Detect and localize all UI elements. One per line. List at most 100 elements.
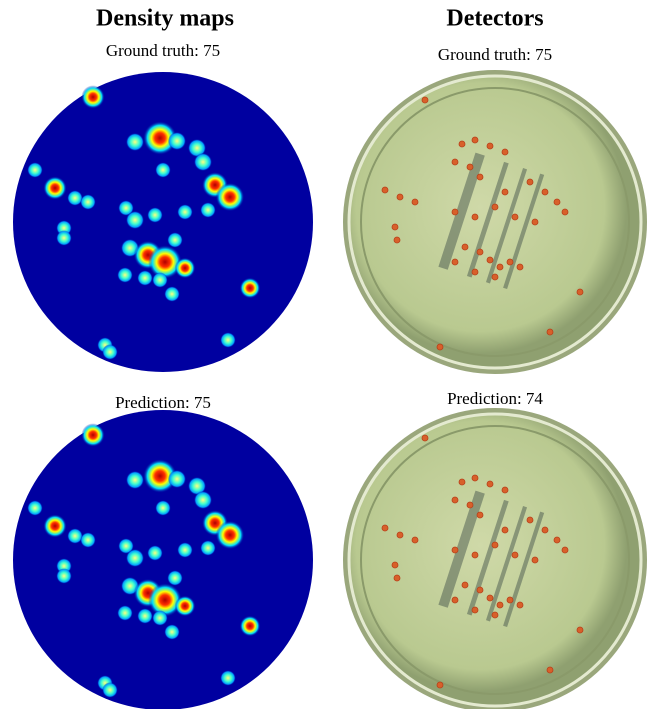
- colony: [507, 597, 513, 603]
- density-blob: [200, 540, 216, 556]
- density-blob: [152, 272, 168, 288]
- colony: [487, 481, 493, 487]
- colony: [459, 479, 465, 485]
- density-blob: [102, 344, 118, 360]
- colony: [422, 97, 428, 103]
- colony: [562, 209, 568, 215]
- colony: [477, 587, 483, 593]
- colony: [497, 602, 503, 608]
- colony: [477, 512, 483, 518]
- colony: [437, 682, 443, 688]
- density-blob: [155, 500, 171, 516]
- colony: [477, 249, 483, 255]
- colony: [382, 525, 388, 531]
- density-blob: [137, 608, 153, 624]
- colony: [462, 582, 468, 588]
- density-blob: [126, 133, 144, 151]
- colony: [472, 137, 478, 143]
- colony: [517, 602, 523, 608]
- density-blob: [126, 471, 144, 489]
- density-blob: [177, 204, 193, 220]
- density-blob: [147, 545, 163, 561]
- colony: [502, 487, 508, 493]
- density-blob: [200, 202, 216, 218]
- density-blob: [220, 332, 236, 348]
- density-blob: [164, 286, 180, 302]
- colony: [467, 502, 473, 508]
- colony: [452, 597, 458, 603]
- colony: [554, 199, 560, 205]
- colony: [452, 209, 458, 215]
- colony: [577, 627, 583, 633]
- colony: [467, 164, 473, 170]
- colony: [487, 143, 493, 149]
- density-blob: [43, 514, 66, 537]
- panel-label: Ground truth: 75: [438, 45, 552, 64]
- density-blob: [43, 176, 66, 199]
- colony: [507, 259, 513, 265]
- colony: [527, 517, 533, 523]
- panel-label: Prediction: 75: [115, 393, 211, 412]
- colony: [512, 552, 518, 558]
- colony: [452, 159, 458, 165]
- density-blob: [117, 267, 133, 283]
- colony: [497, 264, 503, 270]
- colony: [542, 527, 548, 533]
- colony: [554, 537, 560, 543]
- colony: [412, 537, 418, 543]
- density-blob: [152, 610, 168, 626]
- density-blob: [167, 570, 183, 586]
- density-disk: [13, 410, 313, 709]
- colony: [472, 475, 478, 481]
- density-blob: [56, 230, 72, 246]
- colony: [452, 259, 458, 265]
- density-blob: [155, 162, 171, 178]
- colony: [392, 224, 398, 230]
- colony: [472, 552, 478, 558]
- colony: [547, 667, 553, 673]
- density-blob: [240, 278, 261, 299]
- colony: [472, 607, 478, 613]
- colony: [577, 289, 583, 295]
- petri-rim: [349, 414, 641, 706]
- figure: Density maps Detectors Ground truth: 75 …: [0, 0, 653, 709]
- colony: [392, 562, 398, 568]
- colony: [422, 435, 428, 441]
- density-blob: [126, 211, 144, 229]
- density-blob: [175, 258, 196, 279]
- density-blob: [175, 596, 196, 617]
- colony: [459, 141, 465, 147]
- colony: [527, 179, 533, 185]
- colony: [397, 532, 403, 538]
- colony: [562, 547, 568, 553]
- colony: [502, 189, 508, 195]
- colony: [452, 547, 458, 553]
- colony: [452, 497, 458, 503]
- density-blob: [27, 162, 43, 178]
- colony: [512, 214, 518, 220]
- colony: [547, 329, 553, 335]
- density-blob: [216, 521, 245, 550]
- colony: [502, 149, 508, 155]
- colony: [477, 174, 483, 180]
- density-blob: [137, 270, 153, 286]
- density-blob: [240, 616, 261, 637]
- colony: [382, 187, 388, 193]
- petri-rim: [349, 76, 641, 368]
- column-title: Density maps: [96, 6, 234, 32]
- density-blob: [168, 132, 186, 150]
- colony: [412, 199, 418, 205]
- density-blob: [220, 670, 236, 686]
- density-blob: [167, 232, 183, 248]
- density-blob: [117, 605, 133, 621]
- colony: [472, 214, 478, 220]
- density-blob: [80, 194, 96, 210]
- density-blob: [56, 568, 72, 584]
- colony: [542, 189, 548, 195]
- density-blob: [177, 542, 193, 558]
- colony: [397, 194, 403, 200]
- panel-label: Ground truth: 75: [106, 41, 220, 60]
- colony: [492, 274, 498, 280]
- colony: [472, 269, 478, 275]
- panel-label: Prediction: 74: [447, 389, 543, 408]
